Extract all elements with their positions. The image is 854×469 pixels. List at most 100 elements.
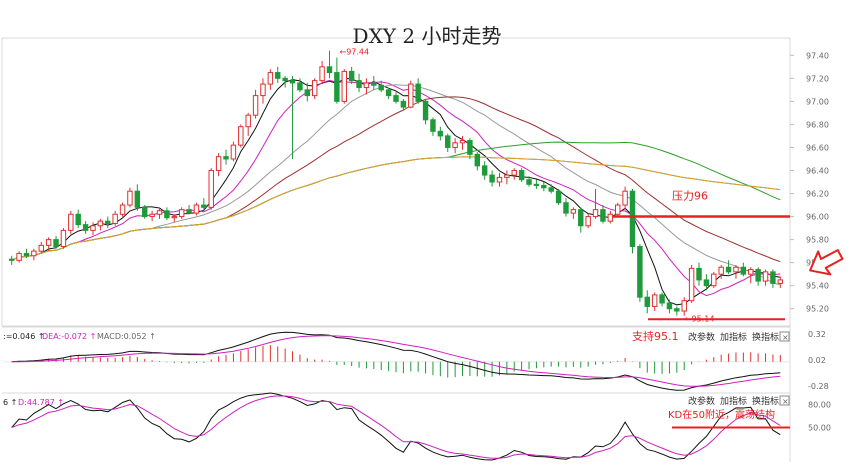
candle-body <box>311 80 318 97</box>
candle-body <box>592 209 599 218</box>
candle-body <box>23 252 30 257</box>
candle-body <box>504 174 510 178</box>
candle-body <box>230 144 237 160</box>
ma-line-ma10 <box>11 79 781 297</box>
candle-body <box>45 239 52 246</box>
candle-body <box>282 77 288 82</box>
candle-body <box>666 302 673 310</box>
candle-body <box>31 250 37 257</box>
candle-body <box>127 190 133 206</box>
candle-body <box>385 89 392 97</box>
candle-body <box>378 84 384 91</box>
price-tick-label: 96.20 <box>806 190 829 199</box>
candle-body <box>718 266 724 275</box>
candle-body <box>400 100 407 108</box>
candle-body <box>348 70 355 82</box>
candle-body <box>334 72 340 102</box>
kd-panel: 6 ↑ D:44.787 ↑ 80.00 50.00 改参数 加指标 换指标 × KD在50附近… <box>3 392 831 461</box>
moving-average-lines <box>11 78 781 306</box>
candle-body <box>97 220 104 227</box>
candle-body <box>223 156 229 160</box>
price-tick-label: 97.00 <box>806 97 829 106</box>
kd-tick-label: 50.00 <box>808 424 831 433</box>
candle-body <box>555 190 562 204</box>
candle-body <box>245 114 251 128</box>
candle-body <box>725 266 732 273</box>
macd-tick-label: 0.02 <box>808 356 826 365</box>
candle-body <box>164 210 170 219</box>
candle-body <box>511 169 517 176</box>
right-arrow-shape <box>809 249 844 276</box>
price-panel-frame <box>1 37 791 327</box>
candle-body <box>452 142 458 148</box>
candle-body <box>326 66 333 74</box>
candle-body <box>319 66 325 82</box>
macd-panel-button: 加指标 <box>720 331 747 343</box>
ma-line-ma20 <box>11 84 781 286</box>
candle-body <box>622 190 628 206</box>
candle-body <box>600 209 606 222</box>
candle-body <box>341 70 347 102</box>
candle-body <box>578 209 584 227</box>
price-tick-label: 95.20 <box>806 305 829 314</box>
ma-line-ma250 <box>11 156 781 261</box>
macd-close-icon <box>779 331 790 342</box>
candle-body <box>297 82 303 91</box>
candle-body <box>651 294 658 307</box>
kd-d-line <box>11 395 781 459</box>
macd-value-label: MACD:0.052 ↑ <box>97 332 156 341</box>
candle-body <box>762 271 769 282</box>
candle-body <box>422 100 429 121</box>
candle-body <box>548 187 554 192</box>
candle-body <box>267 72 274 85</box>
macd-dea-label: DEA:-0.072 ↑ <box>42 332 96 341</box>
candle-body <box>149 213 155 218</box>
candle-body <box>142 206 148 218</box>
candle-body <box>363 82 370 89</box>
candle-body <box>733 266 739 273</box>
price-tick-label: 96.00 <box>806 213 829 222</box>
macd-tick-label: -0.28 <box>808 382 829 391</box>
candle-body <box>201 204 207 208</box>
candle-body <box>770 271 776 284</box>
candle-body <box>156 210 163 215</box>
kd-close-icon <box>779 395 790 406</box>
candle-body <box>208 169 214 208</box>
candle-body <box>681 300 687 312</box>
candle-body <box>252 95 259 116</box>
candle-body <box>526 179 532 185</box>
kd-k-line <box>11 392 781 461</box>
candle-body <box>711 273 717 287</box>
candle-body <box>570 209 577 214</box>
candle-body <box>614 204 621 215</box>
candle-body <box>437 130 444 137</box>
candle-body <box>489 174 495 183</box>
candle-body <box>119 204 126 215</box>
candle-body <box>260 83 266 97</box>
kd-close-glyph: × <box>782 397 789 406</box>
price-tick-label: 97.40 <box>806 51 829 60</box>
ma-line-ma120 <box>11 156 781 261</box>
candle-body <box>755 269 761 282</box>
candle-body <box>703 279 710 287</box>
right-arrow-icon <box>809 249 844 276</box>
candle-body <box>637 246 643 298</box>
price-tick-label: 96.60 <box>806 143 829 152</box>
candle-body <box>215 156 222 171</box>
candle-body <box>238 126 244 146</box>
candle-body <box>459 140 466 144</box>
kd-panel-button: 加指标 <box>720 395 747 407</box>
kd-annotation-label: KD在50附近，震荡结构 <box>668 408 775 421</box>
candle-body <box>171 216 178 219</box>
macd-dif-label: :=0.046 ↑ <box>3 332 45 341</box>
candle-body <box>371 82 377 86</box>
price-tick-label: 96.80 <box>806 120 829 129</box>
macd-panel-button: 改参数 <box>688 331 715 343</box>
candlestick-series <box>8 50 784 316</box>
candle-body <box>659 294 665 304</box>
candle-body <box>178 209 185 218</box>
candle-body <box>82 224 89 231</box>
candle-body <box>38 244 44 252</box>
candle-body <box>16 252 22 261</box>
